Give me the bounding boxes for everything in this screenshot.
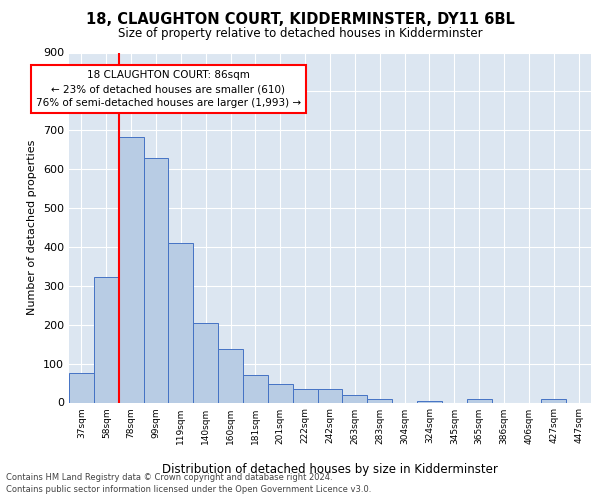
Text: 18, CLAUGHTON COURT, KIDDERMINSTER, DY11 6BL: 18, CLAUGHTON COURT, KIDDERMINSTER, DY11… xyxy=(86,12,514,28)
Bar xyxy=(417,400,442,402)
Y-axis label: Number of detached properties: Number of detached properties xyxy=(28,140,37,315)
Bar xyxy=(467,400,491,402)
Text: Distribution of detached houses by size in Kidderminster: Distribution of detached houses by size … xyxy=(162,462,498,475)
Bar xyxy=(169,243,193,402)
Bar xyxy=(367,398,392,402)
Bar xyxy=(69,374,94,402)
Bar xyxy=(143,158,169,402)
Bar xyxy=(243,374,268,402)
Text: Contains HM Land Registry data © Crown copyright and database right 2024.: Contains HM Land Registry data © Crown c… xyxy=(6,472,332,482)
Bar xyxy=(218,349,243,403)
Bar xyxy=(343,394,367,402)
Text: Contains public sector information licensed under the Open Government Licence v3: Contains public sector information licen… xyxy=(6,485,371,494)
Bar xyxy=(317,389,343,402)
Bar xyxy=(293,389,317,402)
Text: 18 CLAUGHTON COURT: 86sqm
← 23% of detached houses are smaller (610)
76% of semi: 18 CLAUGHTON COURT: 86sqm ← 23% of detac… xyxy=(36,70,301,108)
Bar xyxy=(119,137,143,402)
Bar xyxy=(193,323,218,402)
Bar xyxy=(541,400,566,402)
Bar xyxy=(268,384,293,402)
Text: Size of property relative to detached houses in Kidderminster: Size of property relative to detached ho… xyxy=(118,28,482,40)
Bar xyxy=(94,278,119,402)
